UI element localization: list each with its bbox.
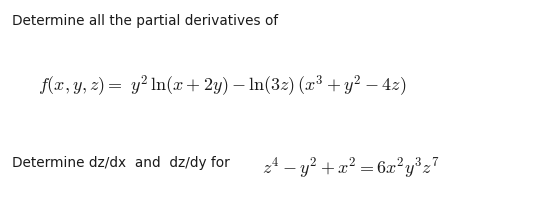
Text: $f(x, y, z) = \ y^2 \,\mathrm{ln}(x + 2y) - \mathrm{ln}(3z)\,(x^3 + y^2 - 4z)$: $f(x, y, z) = \ y^2 \,\mathrm{ln}(x + 2y…: [38, 74, 406, 99]
Text: Determine dz/dx  and  dz/dy for: Determine dz/dx and dz/dy for: [12, 156, 229, 170]
Text: $z^4 - y^2 + x^2 = 6x^2y^3z^7$: $z^4 - y^2 + x^2 = 6x^2y^3z^7$: [262, 156, 440, 180]
Text: Determine all the partial derivatives of: Determine all the partial derivatives of: [12, 14, 278, 28]
